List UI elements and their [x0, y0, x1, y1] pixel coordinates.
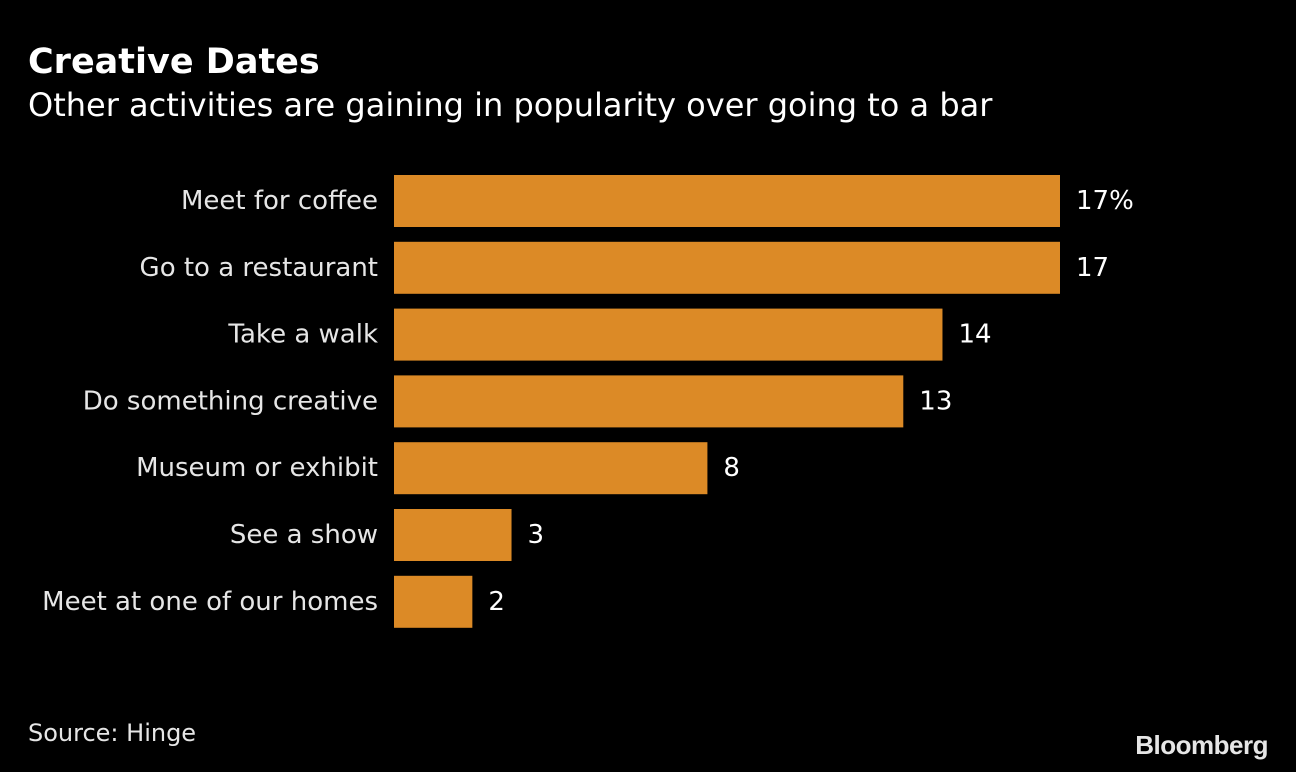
- bar-chart: Meet for coffee 17% Go to a restaurant 17 Ta…: [42, 175, 1134, 628]
- bar: [394, 308, 943, 361]
- bar: [394, 375, 904, 428]
- category-label: Museum or exhibit: [136, 453, 378, 483]
- bar: [394, 241, 1060, 294]
- bar: [394, 509, 512, 561]
- value-label: 14: [958, 320, 991, 350]
- category-label: See a show: [230, 520, 378, 550]
- bar: [394, 575, 473, 628]
- source-note: Source: Hinge: [28, 719, 197, 747]
- category-label: Meet for coffee: [181, 186, 378, 216]
- category-label: Take a walk: [227, 320, 378, 350]
- chart-subtitle: Other activities are gaining in populari…: [28, 86, 993, 124]
- chart-title: Creative Dates: [28, 42, 320, 82]
- category-label: Go to a restaurant: [140, 253, 378, 283]
- category-label: Meet at one of our homes: [42, 587, 378, 617]
- value-label: 3: [528, 520, 545, 550]
- value-label: 8: [723, 453, 740, 483]
- bar: [394, 175, 1060, 227]
- value-label: 2: [488, 587, 505, 617]
- value-label: 17%: [1076, 186, 1134, 216]
- bloomberg-logo: Bloomberg: [1135, 730, 1268, 760]
- category-label: Do something creative: [83, 386, 378, 416]
- bar: [394, 442, 708, 495]
- value-label: 13: [919, 386, 952, 416]
- value-label: 17: [1076, 253, 1109, 283]
